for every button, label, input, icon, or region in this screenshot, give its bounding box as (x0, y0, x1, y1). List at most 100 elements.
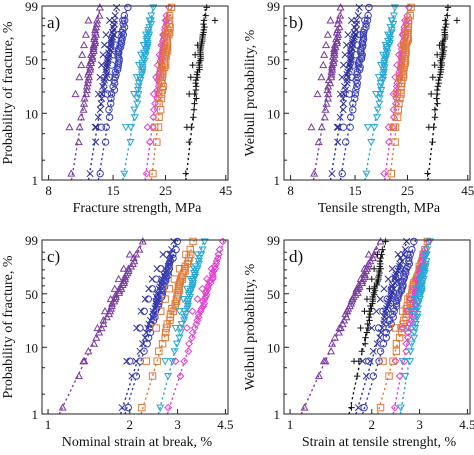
data-point (435, 76, 442, 84)
data-point (410, 296, 419, 304)
data-point (334, 328, 343, 336)
data-point (75, 73, 84, 81)
data-point (136, 347, 144, 355)
panel-label: a) (47, 13, 60, 32)
data-point (92, 19, 101, 28)
data-point (433, 86, 441, 94)
data-point (183, 324, 191, 332)
data-point (132, 372, 141, 380)
data-point (323, 94, 333, 102)
data-point (341, 51, 349, 59)
data-point (336, 113, 344, 121)
data-point (364, 320, 371, 328)
y-axis-label: Probability of fracture, % (1, 21, 16, 164)
data-point (362, 334, 369, 341)
data-point (442, 23, 449, 31)
data-point (186, 289, 195, 297)
data-point (153, 357, 161, 365)
data-point (384, 275, 392, 283)
data-point (103, 90, 112, 98)
data-point (182, 250, 190, 259)
data-point (164, 16, 173, 25)
data-point (102, 123, 110, 131)
series-triangle (58, 237, 147, 415)
x-tick-label: 15 (107, 183, 120, 198)
y-tick-label: 10 (267, 106, 280, 121)
series-circle (124, 237, 181, 415)
data-point (338, 169, 346, 178)
data-point (362, 372, 370, 380)
data-point (362, 170, 371, 178)
data-point (328, 65, 337, 73)
data-point (169, 254, 177, 262)
data-point (176, 279, 184, 287)
data-point (403, 250, 411, 259)
data-point (139, 42, 148, 50)
data-point (429, 138, 436, 146)
data-point (99, 319, 108, 328)
data-point (191, 100, 198, 107)
data-point (176, 329, 185, 337)
data-point (149, 4, 158, 12)
x-tick-label: 15 (349, 183, 362, 198)
data-point (71, 89, 80, 98)
data-point (345, 90, 354, 98)
data-point (101, 138, 110, 146)
data-point (348, 294, 357, 303)
data-point (106, 16, 114, 24)
panel-label-backing (45, 246, 71, 266)
data-point (188, 333, 196, 342)
data-point (336, 3, 345, 11)
data-point (129, 90, 139, 99)
y-tick-label: 1 (32, 173, 39, 188)
data-point (205, 277, 214, 285)
data-point (376, 83, 385, 91)
data-point (213, 254, 222, 262)
data-point (125, 250, 134, 258)
y-axis-label: Weibull probability, % (243, 29, 258, 156)
plot-frame (41, 5, 229, 181)
data-point (126, 139, 135, 147)
data-point (144, 26, 153, 35)
data-point (391, 73, 400, 82)
data-point (395, 73, 404, 81)
data-point (175, 334, 184, 342)
x-tick-label: 8 (287, 183, 294, 198)
plot-frame (41, 239, 229, 415)
x-tick-label: 1 (287, 417, 294, 432)
data-point (149, 169, 157, 178)
data-point (317, 73, 326, 81)
data-point (406, 250, 414, 259)
data-point (366, 357, 374, 365)
data-point (184, 347, 193, 356)
data-point (386, 24, 395, 32)
data-point (198, 284, 207, 293)
data-point (144, 333, 153, 342)
data-point (188, 307, 197, 316)
data-point (420, 255, 429, 263)
data-point (121, 124, 130, 132)
data-point (334, 138, 342, 146)
data-point (360, 272, 369, 281)
y-tick-label: 50 (267, 53, 280, 68)
y-tick-label: 1 (274, 173, 281, 188)
data-point (403, 324, 413, 333)
data-point (79, 356, 88, 365)
data-point (350, 61, 358, 69)
data-point (152, 275, 160, 283)
data-point (78, 50, 87, 58)
data-point (107, 299, 117, 307)
data-point (135, 245, 144, 253)
data-point (105, 106, 113, 114)
x-tick-label: 8 (45, 183, 52, 198)
data-point (393, 61, 402, 69)
data-point (393, 79, 402, 88)
data-point (152, 73, 160, 82)
data-point (400, 41, 408, 49)
x-tick-label: 3 (174, 417, 181, 432)
data-point (172, 340, 181, 348)
data-point (356, 31, 365, 39)
data-point (387, 320, 395, 328)
data-point (81, 30, 90, 38)
